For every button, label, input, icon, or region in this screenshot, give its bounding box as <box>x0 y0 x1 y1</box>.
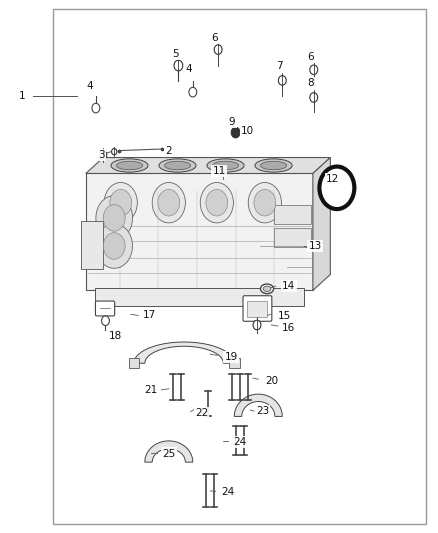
Circle shape <box>100 151 107 159</box>
Text: 7: 7 <box>276 61 283 70</box>
Text: 14: 14 <box>282 281 296 291</box>
Ellipse shape <box>212 161 239 169</box>
Text: 24: 24 <box>221 488 234 497</box>
Text: 15: 15 <box>278 311 291 321</box>
Text: 12: 12 <box>326 174 339 184</box>
Circle shape <box>189 87 197 97</box>
Text: 4: 4 <box>87 81 93 91</box>
FancyBboxPatch shape <box>95 301 115 316</box>
Circle shape <box>310 93 318 102</box>
Polygon shape <box>81 221 103 269</box>
Polygon shape <box>234 394 283 416</box>
Circle shape <box>319 166 354 209</box>
Text: 20: 20 <box>265 376 278 386</box>
Ellipse shape <box>261 161 287 169</box>
Bar <box>53 9 426 524</box>
Circle shape <box>231 127 240 138</box>
Text: 21: 21 <box>145 385 158 395</box>
Polygon shape <box>145 441 193 462</box>
Ellipse shape <box>255 159 292 172</box>
Bar <box>129 358 139 368</box>
Ellipse shape <box>111 159 148 172</box>
Text: 18: 18 <box>109 330 122 341</box>
Text: 22: 22 <box>195 408 208 418</box>
Text: 11: 11 <box>212 166 226 176</box>
FancyBboxPatch shape <box>243 296 272 321</box>
Text: 2: 2 <box>166 146 172 156</box>
Ellipse shape <box>164 161 191 169</box>
Text: 10: 10 <box>241 126 254 136</box>
Circle shape <box>103 205 125 231</box>
Text: 9: 9 <box>229 117 235 127</box>
Circle shape <box>248 182 282 223</box>
Ellipse shape <box>263 286 271 292</box>
Circle shape <box>102 316 110 326</box>
Circle shape <box>310 65 318 75</box>
Circle shape <box>279 76 286 85</box>
Circle shape <box>92 103 100 113</box>
Text: 4: 4 <box>185 64 192 74</box>
Text: 25: 25 <box>162 449 175 458</box>
Circle shape <box>206 189 228 216</box>
Circle shape <box>158 189 180 216</box>
Polygon shape <box>134 342 234 364</box>
Ellipse shape <box>207 159 244 172</box>
Circle shape <box>200 182 233 223</box>
Text: 17: 17 <box>142 310 156 320</box>
Text: 24: 24 <box>233 437 247 447</box>
Ellipse shape <box>159 159 196 172</box>
Circle shape <box>112 149 117 155</box>
Circle shape <box>152 182 185 223</box>
Bar <box>95 288 304 306</box>
Circle shape <box>103 233 125 259</box>
Polygon shape <box>86 158 330 173</box>
Text: 8: 8 <box>307 78 314 88</box>
Circle shape <box>214 45 222 54</box>
Text: 19: 19 <box>225 352 238 362</box>
Text: 1: 1 <box>19 91 26 101</box>
Bar <box>229 358 240 368</box>
Bar <box>274 205 311 224</box>
Ellipse shape <box>261 284 274 294</box>
Circle shape <box>174 60 183 71</box>
Bar <box>274 228 311 247</box>
Text: 13: 13 <box>308 241 321 251</box>
Circle shape <box>104 182 138 223</box>
Polygon shape <box>86 173 313 290</box>
Text: 23: 23 <box>256 406 269 416</box>
Text: 16: 16 <box>282 322 296 333</box>
Text: 6: 6 <box>211 33 218 43</box>
Circle shape <box>110 189 132 216</box>
Ellipse shape <box>117 161 143 169</box>
Circle shape <box>96 224 133 268</box>
Circle shape <box>96 196 133 240</box>
Polygon shape <box>313 158 330 290</box>
Circle shape <box>254 189 276 216</box>
Text: 6: 6 <box>307 52 314 61</box>
Text: 3: 3 <box>98 150 104 160</box>
Text: 5: 5 <box>172 49 179 59</box>
Circle shape <box>253 320 261 330</box>
Bar <box>247 301 268 317</box>
